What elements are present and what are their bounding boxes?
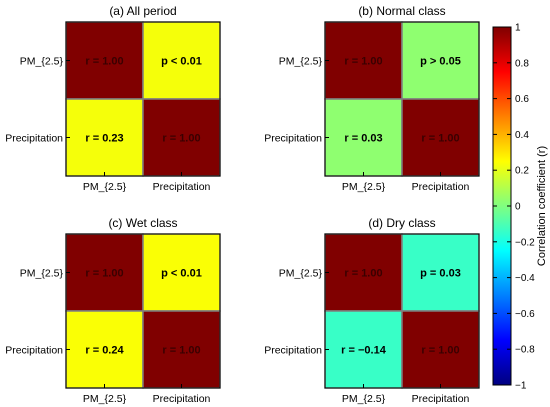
colorbar-tick-label: −0.6 (515, 309, 535, 320)
colorbar: 1 0.8 0.6 0.4 0.2 0 −0.2 −0.4 −0.6 −0.8 −1 Correlat… (492, 23, 548, 392)
x-tick-label: Precipitation (412, 393, 470, 405)
x-tick-label: PM_{2.5} (83, 181, 127, 193)
heatmap-cell (142, 310, 221, 389)
colorbar-tick-label: −1 (515, 381, 527, 392)
heatmap-cell (401, 233, 480, 312)
x-tick-label: PM_{2.5} (342, 181, 386, 193)
axes-frame (324, 21, 480, 177)
panel-title: (a) All period (109, 4, 176, 18)
colorbar-tick-label: −0.8 (515, 345, 535, 356)
cell-label: r = 1.00 (162, 133, 200, 145)
colorbar-tick-label: 0.4 (515, 130, 529, 141)
y-tick-label: Precipitation (264, 133, 322, 145)
y-tick-label: PM_{2.5} (279, 268, 323, 280)
cell-label: p < 0.01 (161, 268, 202, 280)
heatmap-panel-1: (a) All period r = 1.00 p < 0.01 r = 0.23 r … (5, 4, 221, 193)
cell-label: r = 1.00 (344, 268, 382, 280)
cell-label: r = 1.00 (162, 345, 200, 357)
y-tick-label: Precipitation (5, 345, 63, 357)
cell-label: r = 1.00 (85, 268, 123, 280)
heatmap-panel-2: (b) Normal class r = 1.00 p > 0.05 r = 0.03… (264, 4, 480, 193)
colorbar-tick-label: 0.8 (515, 58, 529, 69)
colorbar-tick-label: 0.6 (515, 94, 529, 105)
cell-label: r = 0.24 (85, 345, 124, 357)
cell-label: r = 1.00 (421, 345, 459, 357)
heatmap-cell (142, 233, 221, 312)
heatmap-cell (401, 310, 480, 389)
y-tick-label: PM_{2.5} (20, 268, 64, 280)
x-tick-label: Precipitation (153, 181, 211, 193)
y-tick-label: PM_{2.5} (20, 56, 64, 68)
x-tick-label: PM_{2.5} (83, 393, 127, 405)
x-tick-label: Precipitation (412, 181, 470, 193)
panel-title: (c) Wet class (108, 216, 177, 230)
axes-frame (65, 233, 221, 389)
colorbar-tick-label: 0.2 (515, 166, 529, 177)
panel-title: (b) Normal class (358, 4, 445, 18)
cell-label: r = 1.00 (85, 56, 123, 68)
cell-label: p > 0.05 (420, 56, 461, 68)
heatmap-cell (401, 98, 480, 177)
heatmap-cell (324, 21, 403, 100)
cell-label: r = 1.00 (421, 133, 459, 145)
cell-label: p = 0.03 (420, 268, 461, 280)
colorbar-tick-label: 0 (515, 202, 521, 213)
heatmap-cell (65, 233, 144, 312)
axes-frame (324, 233, 480, 389)
y-tick-label: Precipitation (264, 345, 322, 357)
heatmap-cell (324, 233, 403, 312)
heatmap-cell (324, 310, 403, 389)
heatmap-panel-4: (d) Dry class r = 1.00 p = 0.03 r = −0.14 r … (264, 216, 480, 405)
cell-label: r = 0.03 (344, 133, 382, 145)
cell-label: r = −0.14 (341, 345, 387, 357)
x-tick-label: PM_{2.5} (342, 393, 386, 405)
cell-label: p < 0.01 (161, 56, 202, 68)
cell-label: r = 1.00 (344, 56, 382, 68)
heatmap-panel-3: (c) Wet class r = 1.00 p < 0.01 r = 0.24 r =… (5, 216, 221, 405)
heatmap-cell (142, 21, 221, 100)
x-tick-label: Precipitation (153, 393, 211, 405)
panel-title: (d) Dry class (368, 216, 435, 230)
heatmap-cell (65, 98, 144, 177)
cell-label: r = 0.23 (85, 133, 123, 145)
colorbar-tick-label: −0.4 (515, 273, 535, 284)
axes-frame (65, 21, 221, 177)
heatmap-cell (65, 21, 144, 100)
y-tick-label: Precipitation (5, 133, 63, 145)
colorbar-tick-label: 1 (515, 23, 521, 34)
y-tick-label: PM_{2.5} (279, 56, 323, 68)
colorbar-label: Correlation coefficient (r) (536, 146, 548, 266)
colorbar-tick-label: −0.2 (515, 237, 535, 248)
